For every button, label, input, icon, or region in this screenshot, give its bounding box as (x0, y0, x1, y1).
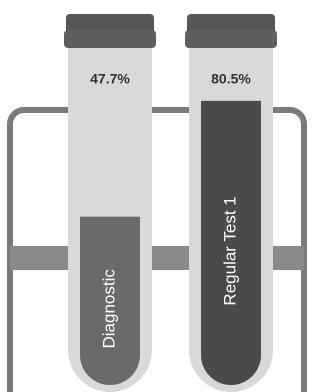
value-label: 80.5% (211, 71, 251, 87)
tube-cap-rim (185, 30, 277, 48)
value-label: 47.7% (90, 71, 130, 87)
category-label: Regular Test 1 (220, 196, 239, 305)
chart: 47.7% Diagnostic 80.5% Regular Test 1 (0, 0, 314, 392)
category-label: Diagnostic (99, 269, 118, 349)
tube-cap-rim (64, 30, 156, 48)
